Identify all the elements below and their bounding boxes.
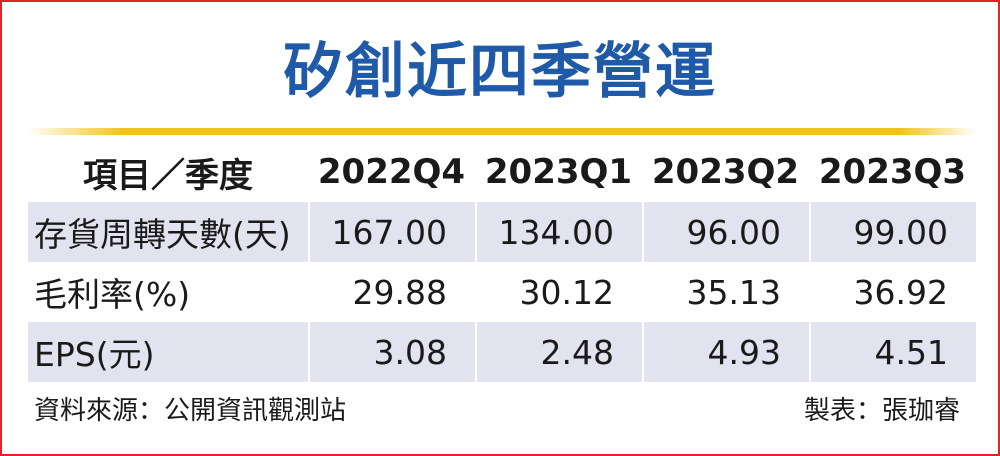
table-cell: 36.92 — [853, 272, 948, 312]
column-divider — [475, 142, 477, 382]
quarterly-table: 項目／季度 2022Q4 2023Q1 2023Q2 2023Q3 存貨周轉天數… — [28, 142, 976, 382]
footer: 資料來源：公開資訊觀測站 製表：張珈睿 — [28, 386, 976, 426]
header-item-period: 項目／季度 — [83, 155, 253, 196]
title-divider — [28, 128, 976, 135]
header-2023q2: 2023Q2 — [651, 152, 800, 192]
row-label: 毛利率(%) — [34, 275, 191, 314]
column-divider — [809, 142, 811, 382]
column-divider — [642, 142, 644, 382]
table-cell: 29.88 — [352, 272, 447, 312]
table-row-eps: EPS(元) 3.08 2.48 4.93 4.51 — [28, 322, 976, 382]
table-row-gross-margin: 毛利率(%) 29.88 30.12 35.13 36.92 — [28, 262, 976, 322]
maker-credit: 製表：張珈睿 — [803, 396, 960, 426]
table-cell: 35.13 — [686, 272, 781, 312]
row-label: EPS(元) — [34, 335, 155, 374]
table-cell: 96.00 — [686, 212, 781, 252]
table-cell: 4.51 — [874, 332, 948, 372]
header-2023q1: 2023Q1 — [484, 152, 633, 192]
header-2023q3: 2023Q3 — [818, 152, 967, 192]
table-header-row: 項目／季度 2022Q4 2023Q1 2023Q2 2023Q3 — [28, 142, 976, 202]
source-note: 資料來源：公開資訊觀測站 — [34, 396, 347, 426]
table-row-inventory-days: 存貨周轉天數(天) 167.00 134.00 96.00 99.00 — [28, 202, 976, 262]
table-cell: 3.08 — [373, 332, 447, 372]
table-cell: 167.00 — [331, 212, 447, 252]
page-title: 矽創近四季營運 — [283, 37, 717, 107]
table-cell: 2.48 — [540, 332, 614, 372]
table-cell: 4.93 — [707, 332, 781, 372]
row-label: 存貨周轉天數(天) — [34, 215, 291, 254]
table-cell: 30.12 — [519, 272, 614, 312]
header-2022q4: 2022Q4 — [317, 152, 466, 192]
column-divider — [308, 142, 310, 382]
table-cell: 134.00 — [498, 212, 614, 252]
table-cell: 99.00 — [853, 212, 948, 252]
